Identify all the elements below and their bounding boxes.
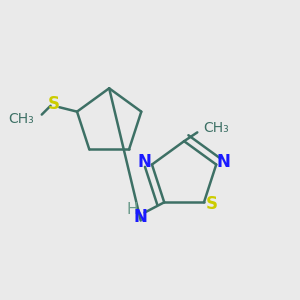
Text: CH₃: CH₃ bbox=[9, 112, 34, 126]
Text: N: N bbox=[138, 153, 152, 171]
Text: N: N bbox=[217, 153, 230, 171]
Text: S: S bbox=[206, 195, 218, 213]
Text: N: N bbox=[134, 208, 148, 226]
Text: H: H bbox=[126, 202, 138, 217]
Text: CH₃: CH₃ bbox=[203, 121, 229, 135]
Text: S: S bbox=[47, 95, 59, 113]
